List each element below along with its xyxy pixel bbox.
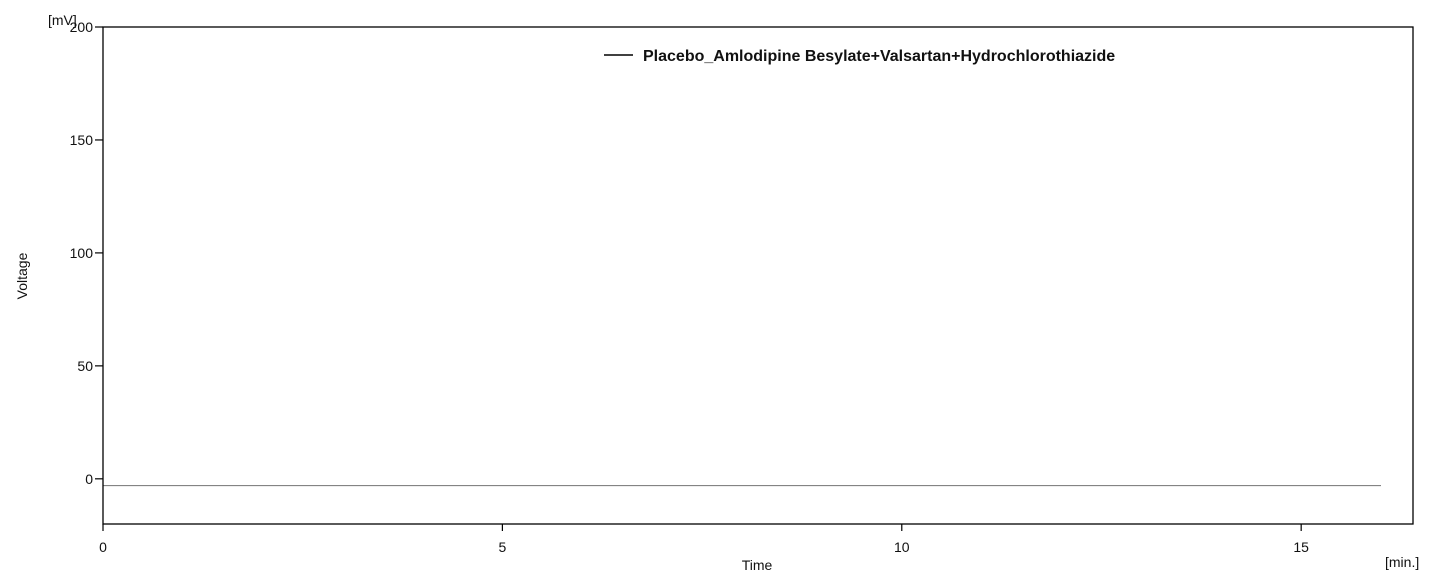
legend: Placebo_Amlodipine Besylate+Valsartan+Hy… [604,48,1115,65]
x-tick-label: 0 [99,539,107,555]
y-tick-label: 200 [70,19,94,35]
y-axis-ticks: 0 50 100 150 200 [70,19,103,487]
x-tick-label: 15 [1293,539,1309,555]
x-axis-unit: [min.] [1385,554,1419,570]
y-axis-title: Voltage [14,252,30,299]
y-axis-unit: [mV] [48,12,77,28]
x-axis-ticks: 0 5 10 15 [99,524,1309,555]
x-tick-label: 5 [498,539,506,555]
plot-frame [102,26,1414,525]
x-tick-label: 10 [894,539,910,555]
y-tick-label: 150 [70,132,94,148]
y-tick-label: 0 [85,471,93,487]
y-tick-label: 50 [77,358,93,374]
x-axis-title: Time [742,557,773,573]
legend-label: Placebo_Amlodipine Besylate+Valsartan+Hy… [643,48,1115,65]
y-tick-label: 100 [70,245,94,261]
